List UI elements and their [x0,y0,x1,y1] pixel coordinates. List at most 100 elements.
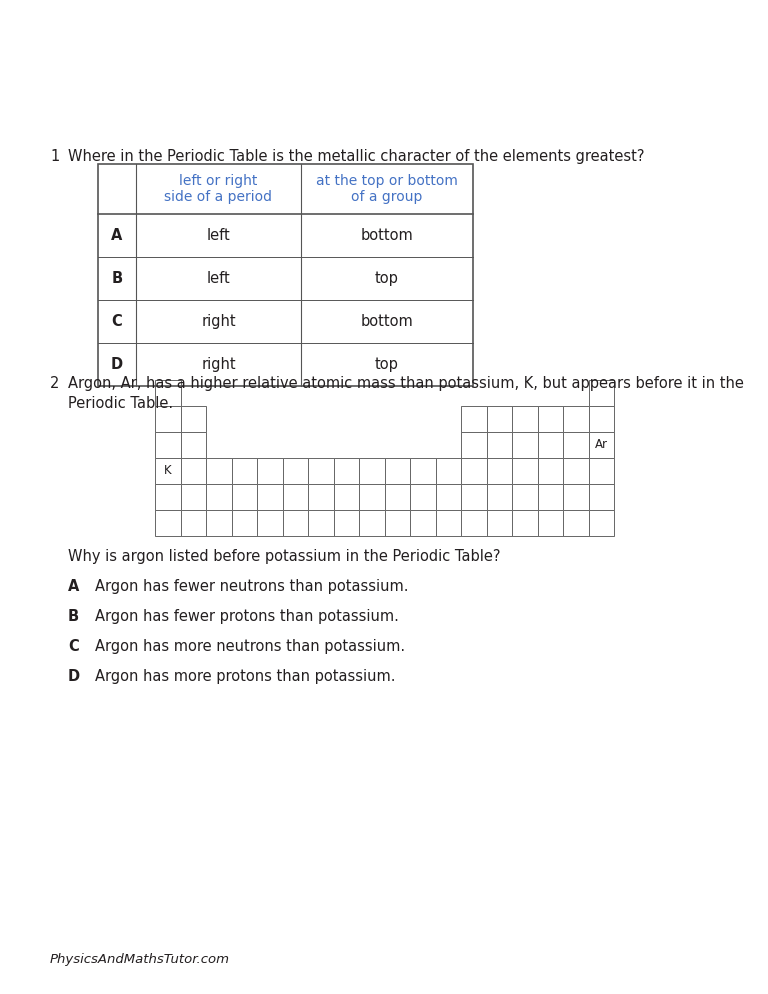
Bar [538,406,563,432]
Text: right: right [201,357,236,372]
Text: bottom: bottom [361,228,413,243]
Bar [180,406,206,432]
Text: B: B [68,609,79,624]
Bar [155,406,180,432]
Text: Why is argon listed before potassium in the Periodic Table?: Why is argon listed before potassium in … [68,549,501,564]
Bar [180,484,206,510]
Bar [155,432,180,458]
Text: Where in the Periodic Table is the metallic character of the elements greatest?: Where in the Periodic Table is the metal… [68,149,644,164]
Bar [308,510,333,536]
Bar [257,510,283,536]
Bar [231,510,257,536]
Bar [512,484,538,510]
Text: D: D [111,357,123,372]
Text: K: K [164,464,171,477]
Bar [410,510,435,536]
Bar [563,510,588,536]
Text: top: top [375,271,399,286]
Text: Periodic Table.: Periodic Table. [68,396,173,411]
Bar [538,458,563,484]
Bar [563,458,588,484]
Bar [180,510,206,536]
Bar [155,458,180,484]
Bar [231,458,257,484]
Text: left: left [207,271,230,286]
Text: top: top [375,357,399,372]
Bar [512,406,538,432]
Text: Argon has fewer protons than potassium.: Argon has fewer protons than potassium. [95,609,399,624]
Bar [155,510,180,536]
Bar [98,164,473,386]
Bar [486,510,512,536]
Bar [538,484,563,510]
Bar [385,458,410,484]
Bar [435,510,461,536]
Bar [461,458,486,484]
Text: bottom: bottom [361,314,413,329]
Bar [206,510,231,536]
Text: Argon, Ar, has a higher relative atomic mass than potassium, K, but appears befo: Argon, Ar, has a higher relative atomic … [68,376,744,391]
Bar [588,510,614,536]
Bar [538,432,563,458]
Bar [486,458,512,484]
Bar [588,406,614,432]
Bar [283,458,308,484]
Bar [308,484,333,510]
Bar [180,458,206,484]
Text: right: right [201,314,236,329]
Bar [461,510,486,536]
Bar [333,458,359,484]
Bar [435,458,461,484]
Bar [486,432,512,458]
Text: A: A [111,228,123,243]
Bar [588,458,614,484]
Bar [512,458,538,484]
Bar [257,458,283,484]
Bar [486,484,512,510]
Bar [588,432,614,458]
Bar [410,458,435,484]
Bar [359,458,385,484]
Text: B: B [111,271,123,286]
Text: D: D [68,669,80,684]
Text: PhysicsAndMathsTutor.com: PhysicsAndMathsTutor.com [50,953,230,966]
Bar [588,484,614,510]
Bar [359,484,385,510]
Text: C: C [111,314,122,329]
Bar [563,432,588,458]
Bar [333,484,359,510]
Bar [385,484,410,510]
Text: Argon has more protons than potassium.: Argon has more protons than potassium. [95,669,396,684]
Text: Ar: Ar [594,438,607,451]
Bar [283,484,308,510]
Bar [563,406,588,432]
Bar [180,432,206,458]
Text: A: A [68,579,79,594]
Bar [257,484,283,510]
Text: at the top or bottom
of a group: at the top or bottom of a group [316,174,458,204]
Text: Argon has fewer neutrons than potassium.: Argon has fewer neutrons than potassium. [95,579,409,594]
Bar [155,484,180,510]
Bar [461,432,486,458]
Bar [588,380,614,406]
Bar [461,484,486,510]
Bar [512,510,538,536]
Text: 2: 2 [50,376,59,391]
Text: Argon has more neutrons than potassium.: Argon has more neutrons than potassium. [95,639,406,654]
Bar [435,484,461,510]
Text: C: C [68,639,79,654]
Text: left or right
side of a period: left or right side of a period [164,174,273,204]
Bar [512,432,538,458]
Bar [231,484,257,510]
Text: left: left [207,228,230,243]
Bar [486,406,512,432]
Bar [155,380,180,406]
Bar [283,510,308,536]
Bar [538,510,563,536]
Bar [385,510,410,536]
Text: 1: 1 [50,149,59,164]
Bar [563,484,588,510]
Bar [206,484,231,510]
Bar [461,406,486,432]
Bar [333,510,359,536]
